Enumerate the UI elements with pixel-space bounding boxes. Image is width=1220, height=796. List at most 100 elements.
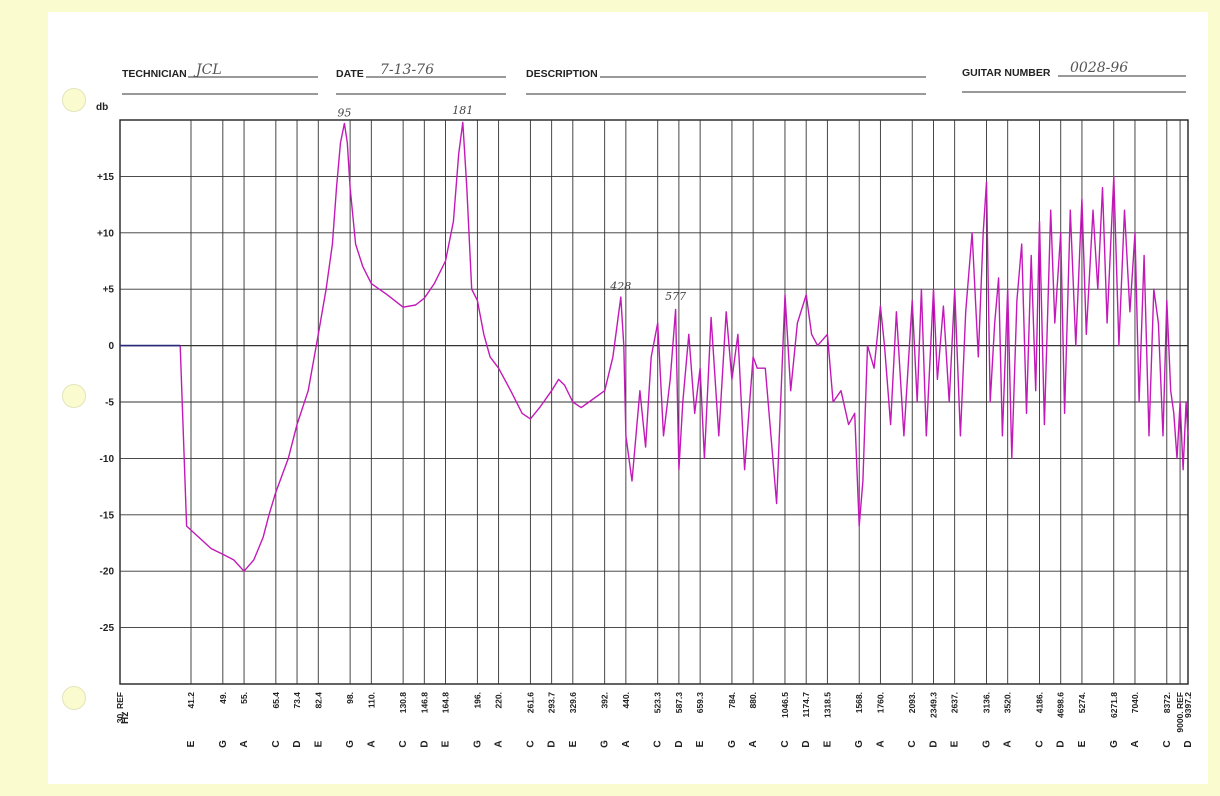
x-tick-frequency: 392. bbox=[600, 692, 610, 709]
x-tick-note: C bbox=[653, 740, 664, 747]
x-tick-note: C bbox=[271, 740, 282, 747]
x-tick-note: D bbox=[547, 740, 558, 747]
guitar-number-label: GUITAR NUMBER bbox=[962, 67, 1051, 79]
x-tick-note: A bbox=[1130, 740, 1141, 747]
chart-sheet: TECHNICIAN JCL DATE 7-13-76 DESCRIPTION … bbox=[48, 12, 1208, 784]
x-tick-frequency: 659.3 bbox=[695, 692, 705, 714]
x-tick-note: D bbox=[928, 740, 939, 747]
binder-hole bbox=[62, 686, 86, 710]
description-label: DESCRIPTION bbox=[526, 68, 598, 80]
x-tick-frequency: 4186. bbox=[1035, 692, 1045, 713]
x-tick-note: E bbox=[441, 740, 452, 747]
x-tick-frequency: 9000. REF bbox=[1175, 692, 1185, 733]
x-tick-frequency: 587.3 bbox=[674, 692, 684, 714]
x-tick-frequency: 55. bbox=[239, 692, 249, 704]
x-tick-frequency: 220. bbox=[494, 692, 504, 709]
y-tick-label: -25 bbox=[100, 623, 115, 634]
x-tick-frequency: 1318.5 bbox=[822, 692, 832, 718]
x-tick-frequency: 146.8 bbox=[419, 692, 429, 714]
x-tick-frequency: 3136. bbox=[981, 692, 991, 713]
x-tick-frequency: 73.4 bbox=[292, 692, 302, 709]
guitar-number-value: 0028-96 bbox=[1070, 60, 1128, 76]
frequency-response-chart: TECHNICIAN JCL DATE 7-13-76 DESCRIPTION … bbox=[96, 60, 1194, 748]
x-tick-note: A bbox=[1003, 740, 1014, 747]
x-tick-note: A bbox=[494, 740, 505, 747]
x-tick-note: G bbox=[1109, 740, 1120, 748]
x-tick-frequency: 1174.7 bbox=[801, 692, 811, 718]
x-tick-frequency: 261.6 bbox=[525, 692, 535, 714]
x-tick-note: G bbox=[854, 740, 865, 748]
x-tick-note: E bbox=[695, 740, 706, 747]
x-tick-frequency: 41.2 bbox=[186, 692, 196, 709]
y-tick-label: -20 bbox=[100, 567, 115, 578]
x-tick-note: D bbox=[801, 740, 812, 747]
binder-hole bbox=[62, 384, 86, 408]
x-tick-note: G bbox=[472, 740, 483, 748]
x-tick-frequency: 1760. bbox=[875, 692, 885, 713]
x-tick-frequency: 3520. bbox=[1003, 692, 1013, 713]
x-tick-frequency: 2093. bbox=[907, 692, 917, 713]
x-tick-frequency: 82.4 bbox=[313, 692, 323, 709]
x-tick-frequency: 164.8 bbox=[441, 692, 451, 714]
x-tick-frequency: 2637. bbox=[950, 692, 960, 713]
technician-label: TECHNICIAN bbox=[122, 68, 187, 80]
x-tick-frequency: 7040. bbox=[1130, 692, 1140, 713]
x-tick-note: G bbox=[981, 740, 992, 748]
y-tick-label: +10 bbox=[97, 228, 114, 239]
x-tick-frequency: 2349.3 bbox=[928, 692, 938, 718]
x-tick-frequency: 196. bbox=[472, 692, 482, 709]
y-tick-label: -5 bbox=[105, 398, 114, 409]
y-tick-label: -15 bbox=[100, 510, 115, 521]
x-tick-note: E bbox=[950, 740, 961, 747]
x-axis-label: Hz bbox=[120, 712, 131, 724]
x-tick-frequency: 1568. bbox=[854, 692, 864, 713]
x-tick-note: C bbox=[398, 740, 409, 747]
x-tick-frequency: 110. bbox=[366, 692, 376, 708]
x-tick-note: G bbox=[600, 740, 611, 748]
x-tick-note: C bbox=[1035, 740, 1046, 747]
x-tick-frequency: 784. bbox=[727, 692, 737, 709]
date-label: DATE bbox=[336, 68, 364, 80]
y-tick-label: +5 bbox=[103, 285, 115, 296]
x-tick-note: A bbox=[239, 740, 250, 747]
x-tick-note: A bbox=[621, 740, 632, 747]
x-tick-note: C bbox=[525, 740, 536, 747]
technician-value: JCL bbox=[193, 62, 222, 78]
x-tick-frequency: 293.7 bbox=[547, 692, 557, 714]
x-tick-frequency: 98. bbox=[345, 692, 355, 704]
response-line bbox=[179, 121, 1189, 572]
y-tick-label: +15 bbox=[97, 172, 114, 183]
x-tick-frequency: 130.8 bbox=[398, 692, 408, 714]
x-tick-note: D bbox=[1056, 740, 1067, 747]
x-tick-note: E bbox=[1077, 740, 1088, 747]
x-tick-frequency: 1046.5 bbox=[780, 692, 790, 718]
x-tick-note: A bbox=[875, 740, 886, 747]
x-tick-note: E bbox=[313, 740, 324, 747]
x-tick-note: E bbox=[822, 740, 833, 747]
x-tick-note: A bbox=[748, 740, 759, 747]
peak-annotation: 428 bbox=[609, 280, 631, 293]
x-tick-frequency: 523.3 bbox=[653, 692, 663, 714]
peak-annotation: 95 bbox=[337, 106, 351, 119]
form-header: TECHNICIAN JCL DATE 7-13-76 DESCRIPTION … bbox=[122, 60, 1186, 95]
x-tick-frequency: 6271.8 bbox=[1109, 692, 1119, 718]
chart-grid bbox=[119, 119, 1189, 685]
x-tick-note: D bbox=[292, 740, 303, 747]
response-series bbox=[120, 121, 1189, 572]
x-tick-note: C bbox=[780, 740, 791, 747]
x-tick-note: D bbox=[419, 740, 430, 747]
date-value: 7-13-76 bbox=[380, 62, 434, 78]
y-tick-label: -10 bbox=[100, 454, 115, 465]
x-tick-frequency: 30. REF bbox=[115, 692, 125, 723]
peak-annotations: 95 181 428 577 bbox=[337, 104, 686, 303]
x-tick-frequency: 329.6 bbox=[568, 692, 578, 714]
x-tick-note: G bbox=[345, 740, 356, 748]
x-tick-note: G bbox=[727, 740, 738, 748]
x-tick-frequency: 8372. bbox=[1162, 692, 1172, 713]
x-tick-note: E bbox=[568, 740, 579, 747]
y-tick-label: 0 bbox=[108, 341, 114, 352]
y-tick-labels: +15 +10 +5 0 -5 -10 -15 -20 -25 bbox=[97, 172, 114, 634]
x-tick-note: D bbox=[1183, 740, 1194, 747]
y-axis-label: db bbox=[96, 102, 108, 113]
x-tick-note: C bbox=[907, 740, 918, 747]
